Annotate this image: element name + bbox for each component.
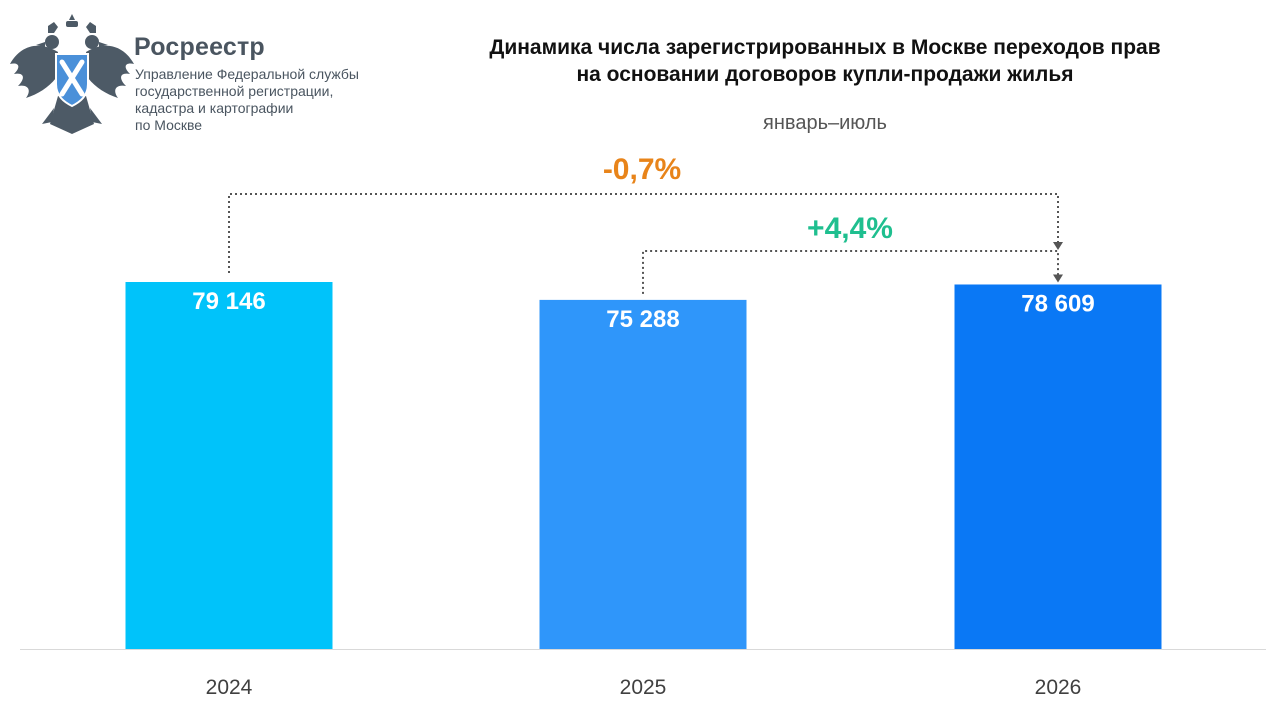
brand-line: государственной регистрации, (135, 83, 334, 99)
brand-line: Управление Федеральной службы (135, 66, 359, 82)
x-tick-label: 2026 (1035, 676, 1082, 699)
comparison-connector (228, 193, 1059, 273)
brand-line: по Москве (135, 117, 203, 133)
arrow-head (1053, 274, 1063, 283)
brand-name: Росреестр (134, 33, 265, 61)
data-label: 79 146 (192, 288, 265, 315)
data-label: 75 288 (606, 306, 679, 333)
x-tick-label: 2024 (206, 676, 253, 699)
arrow-head (1053, 242, 1063, 250)
bar-2024 (125, 282, 333, 649)
x-tick-label: 2025 (620, 676, 667, 699)
chart-title: Динамика числа зарегистрированных в Моск… (415, 34, 1235, 88)
bar-2025 (539, 299, 747, 649)
comparison-connector (642, 250, 1059, 294)
brand-line: кадастра и картографии (135, 100, 294, 116)
change-annotation-2024-2026: -0,7% (603, 153, 681, 186)
chart-title-line: Динамика числа зарегистрированных в Моск… (489, 36, 1161, 59)
bar-2026 (954, 284, 1162, 649)
data-label: 78 609 (1021, 290, 1094, 317)
rosreestr-emblem-icon (10, 14, 134, 134)
chart-subtitle: январь–июль (763, 112, 887, 134)
chart-title-line: на основании договоров купли-продажи жил… (576, 63, 1074, 86)
change-annotation-2025-2026: +4,4% (807, 212, 893, 245)
brand-subtitle: Управление Федеральной службы государств… (135, 66, 395, 134)
